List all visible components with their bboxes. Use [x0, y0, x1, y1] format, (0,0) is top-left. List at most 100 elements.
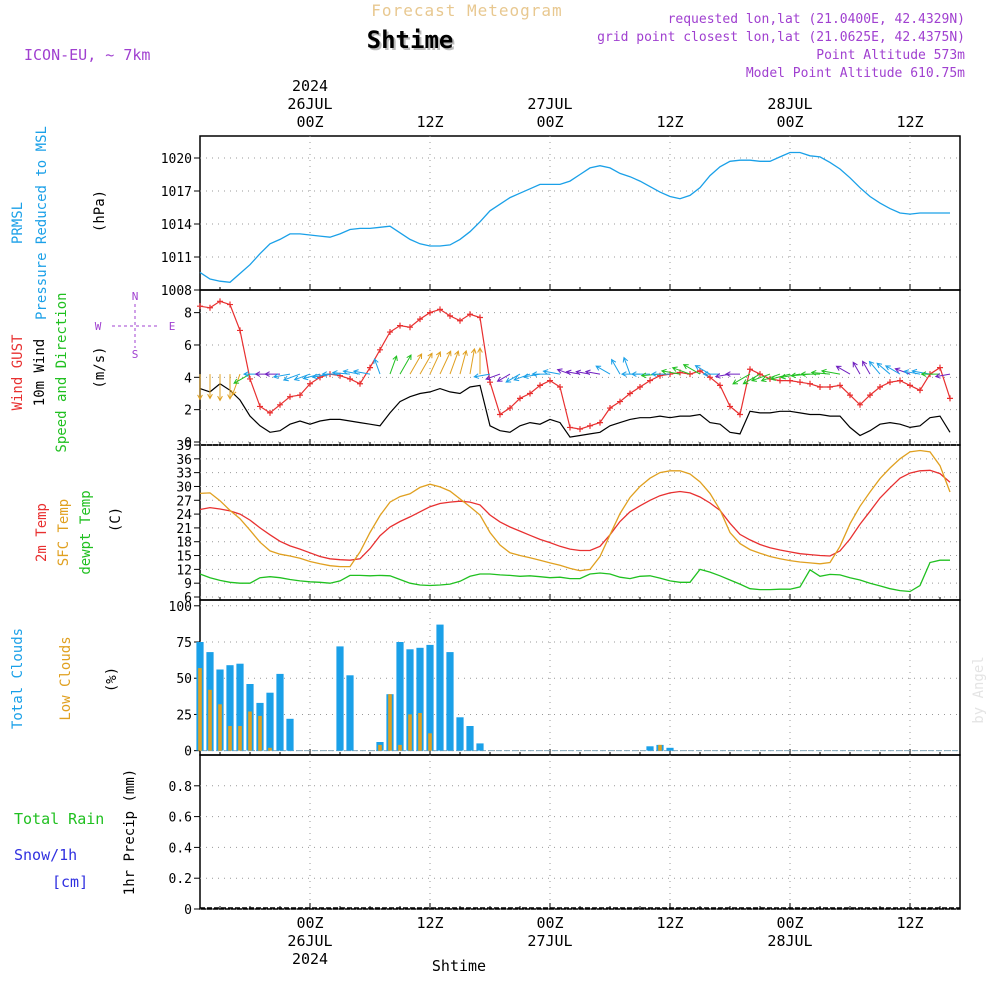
- wind-direction-arrow: [800, 371, 820, 377]
- y-tick-label: 6: [184, 591, 192, 606]
- wind-direction-arrow: [671, 366, 691, 375]
- gust-marker: [617, 398, 623, 405]
- y-tick-label: 2: [184, 404, 192, 419]
- time-label: 00Z: [296, 113, 323, 131]
- gust-marker: [587, 422, 593, 429]
- gust-marker: [627, 390, 633, 397]
- wind-direction-arrow: [820, 368, 841, 375]
- time-label: 12Z: [896, 914, 923, 932]
- gust-marker: [847, 392, 853, 399]
- wind-label: Wind GUST: [10, 334, 26, 410]
- gust-marker: [837, 382, 843, 389]
- wind-direction-arrow: [724, 371, 740, 377]
- gust-marker: [237, 327, 243, 334]
- gust-marker: [947, 395, 953, 402]
- gust-marker: [897, 377, 903, 384]
- wind-direction-arrow: [513, 373, 531, 382]
- series-prmsl: [199, 151, 950, 283]
- time-label: 12Z: [416, 914, 443, 932]
- panel-precip: 0 0.2 0.4 0.6 0.8 Total Rain Snow/1h [cm] 1hr Pr…: [14, 754, 961, 918]
- total-cloud-bar: [446, 652, 454, 751]
- wind-direction-arrow: [682, 364, 701, 375]
- wind-direction-arrow: [702, 371, 720, 377]
- gust-marker: [417, 316, 423, 323]
- gust-marker: [797, 379, 803, 386]
- y-tick-label: 9: [184, 577, 192, 592]
- time-label: 00Z: [296, 914, 323, 932]
- time-label: 2024: [292, 950, 328, 968]
- low-cloud-bar: [238, 726, 242, 751]
- total-cloud-bar: [426, 644, 434, 751]
- wind-direction-arrow: [732, 373, 751, 385]
- panel-labels: Total Rain Snow/1h [cm] 1hr Precip (mm): [14, 769, 138, 895]
- wind-direction-arrow: [373, 358, 381, 375]
- cloud-label-total: Total Clouds: [10, 628, 26, 729]
- gust-marker: [557, 384, 563, 391]
- total-cloud-bar: [416, 647, 424, 751]
- panel-wind: 0 2 4 6 8 Wind GUST 10m Wind Speed and Directio…: [10, 289, 961, 453]
- wind-direction-arrow: [835, 365, 851, 375]
- wind-direction-arrow: [311, 373, 331, 380]
- total-cloud-bar: [286, 718, 294, 751]
- low-cloud-bar: [268, 747, 272, 751]
- temp-label: dewpt Temp: [78, 490, 94, 574]
- gust-marker: [537, 382, 543, 389]
- wind-direction-arrow: [449, 350, 460, 375]
- low-cloud-bar: [258, 715, 262, 751]
- y-tick-label: 1008: [161, 284, 192, 299]
- gust-marker: [597, 419, 603, 426]
- wind-direction-arrow: [293, 373, 311, 381]
- y-tick-label: 18: [176, 536, 192, 551]
- gust-marker: [637, 384, 643, 391]
- total-cloud-bar: [466, 726, 474, 751]
- chart-title: Forecast Meteogram: [371, 1, 562, 20]
- y-tick-label: 27: [176, 494, 192, 509]
- wind-direction-arrow: [611, 358, 621, 375]
- y-tick-label: 36: [176, 453, 192, 468]
- time-label: 00Z: [536, 914, 563, 932]
- wind-direction-arrow: [862, 360, 871, 375]
- gust-marker: [397, 322, 403, 329]
- wind-direction-arrow: [884, 365, 901, 375]
- gust-marker: [817, 384, 823, 391]
- low-cloud-bar: [378, 744, 382, 751]
- compass-east: E: [169, 320, 176, 333]
- gust-marker: [727, 403, 733, 410]
- gust-marker: [357, 380, 363, 387]
- wind-direction-arrow: [920, 371, 940, 377]
- wind-direction-arrow: [584, 369, 601, 376]
- gust-marker: [877, 384, 883, 391]
- y-tick-label: 1017: [161, 185, 192, 200]
- time-label: 26JUL: [287, 95, 332, 113]
- wind-direction-arrow: [321, 371, 340, 377]
- time-label: 28JUL: [767, 95, 812, 113]
- gust-marker: [777, 377, 783, 384]
- gust-marker: [917, 387, 923, 394]
- location-title: Shtime: [367, 26, 454, 54]
- low-cloud-bar: [408, 714, 412, 751]
- gust-marker: [377, 346, 383, 353]
- gust-marker: [407, 324, 413, 331]
- gust-marker: [507, 405, 513, 412]
- requested-coords: requested lon,lat (21.0400E, 42.4329N): [668, 12, 965, 27]
- temp-label: SFC Temp: [56, 499, 72, 566]
- wind-direction-arrow: [231, 373, 241, 397]
- total-cloud-bar: [226, 665, 234, 751]
- wind-direction-arrow: [622, 356, 631, 375]
- gust-marker: [527, 390, 533, 397]
- wind-direction-arrow: [694, 365, 711, 375]
- gust-marker: [607, 405, 613, 412]
- gust-marker: [577, 426, 583, 433]
- total-cloud-bar: [476, 743, 484, 751]
- panel-frame: [199, 599, 961, 756]
- total-cloud-bar: [266, 692, 274, 751]
- gust-marker: [307, 380, 313, 387]
- gust-marker: [517, 395, 523, 402]
- wind-direction-arrow: [399, 354, 412, 375]
- time-label: 12Z: [896, 113, 923, 131]
- temp-label: 2m Temp: [34, 503, 50, 562]
- model-altitude: Model Point Altitude 610.75m: [746, 66, 965, 81]
